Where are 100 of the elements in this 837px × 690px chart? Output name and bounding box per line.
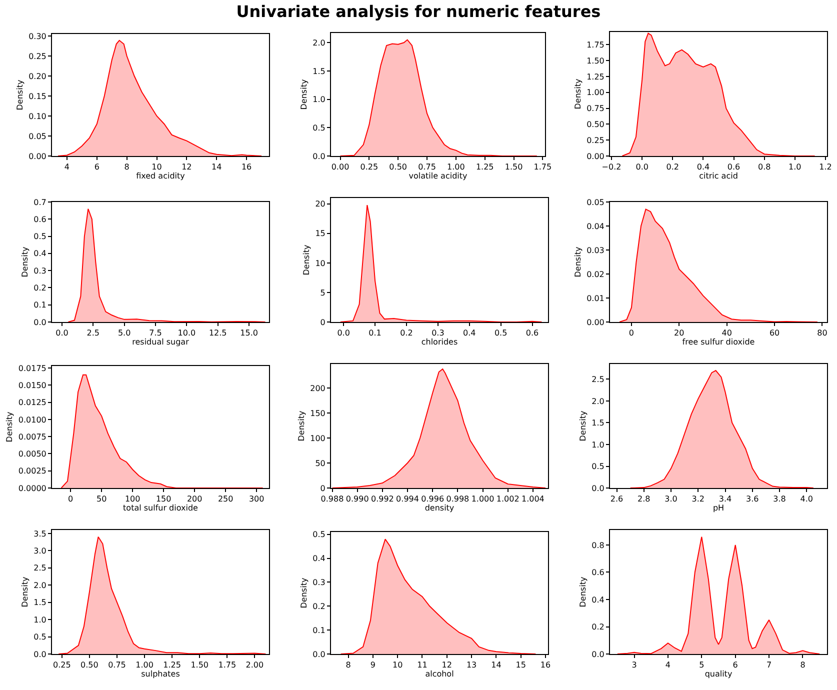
y-tick-label: 0.20: [28, 72, 46, 81]
x-tick-label: 6: [94, 162, 100, 172]
x-tick-label: 50: [96, 494, 107, 504]
x-tick-label: 0.50: [389, 162, 407, 172]
y-tick-label: 2.5: [592, 375, 604, 384]
x-tick-label: 0.3: [432, 328, 444, 338]
x-tick-label: 0.996: [421, 494, 444, 504]
x-tick-label: 5: [699, 660, 704, 670]
y-tick-label: 0.0: [312, 650, 326, 659]
y-tick-label: 0.05: [586, 198, 604, 207]
x-tick-label: 40: [722, 328, 732, 338]
y-tick-label: 0.5: [34, 232, 46, 242]
x-tick-label: 0.25: [53, 660, 71, 670]
x-axis-title: citric acid: [699, 172, 738, 181]
x-tick-label: 0.0: [636, 162, 648, 172]
y-tick-label: 0.00: [586, 152, 604, 161]
y-tick-label: 0.30: [28, 32, 46, 41]
y-tick-label: 0.1: [312, 626, 326, 635]
x-tick-label: 9: [370, 660, 376, 670]
x-tick-label: 2.8: [638, 494, 650, 504]
y-tick-label: 0.02: [586, 270, 604, 279]
x-tick-label: 10: [392, 660, 403, 670]
x-tick-label: 16: [540, 660, 551, 670]
y-tick-label: 0.2: [592, 622, 604, 632]
y-tick-label: 0: [320, 318, 326, 327]
y-tick-label: 0.00: [28, 152, 46, 161]
y-tick-label: 1.5: [34, 598, 46, 608]
y-tick-label: 1.75: [586, 40, 604, 50]
x-tick-label: 14: [212, 162, 222, 172]
x-tick-label: 3.0: [664, 494, 678, 504]
x-tick-label: 10: [152, 162, 162, 172]
x-tick-label: 0.2: [666, 162, 680, 172]
x-tick-label: 250: [218, 494, 234, 504]
y-tick-label: 0.01: [586, 294, 604, 303]
x-tick-label: 0.994: [396, 494, 419, 504]
y-tick-label: 0.3: [34, 266, 46, 276]
y-tick-label: 10: [315, 258, 326, 268]
y-tick-label: 0.2: [34, 284, 46, 293]
x-tick-label: 1.002: [496, 494, 520, 504]
y-axis-title: Density: [5, 412, 14, 442]
x-tick-label: 13: [466, 660, 477, 670]
y-axis-title: Density: [15, 80, 24, 110]
y-tick-label: 100: [310, 434, 326, 443]
y-tick-label: 1.50: [586, 56, 604, 66]
x-axis-title: free sulfur dioxide: [682, 338, 755, 347]
x-tick-label: 0: [628, 328, 634, 338]
y-axis-title: Density: [578, 576, 588, 608]
y-tick-label: 0.75: [586, 104, 604, 114]
y-tick-label: 3.5: [34, 529, 46, 538]
x-tick-label: 0.0: [56, 328, 68, 338]
x-tick-label: 0.50: [80, 660, 98, 670]
x-tick-label: 0.990: [346, 494, 369, 504]
x-tick-label: 15.0: [240, 328, 258, 338]
x-tick-label: 12: [182, 162, 192, 172]
y-tick-label: 0.00: [586, 318, 604, 327]
y-tick-label: 0.0: [312, 152, 326, 161]
x-axis-title: pH: [712, 504, 724, 513]
x-tick-label: 1.2: [819, 162, 832, 172]
y-axis-title: Density: [299, 79, 308, 110]
x-tick-label: 14: [491, 660, 502, 670]
x-tick-label: 3.4: [718, 494, 732, 504]
y-tick-label: 1.5: [592, 418, 604, 428]
x-tick-label: 150: [156, 494, 172, 504]
x-tick-label: 1.00: [136, 660, 154, 670]
x-tick-label: 0.1: [368, 328, 382, 338]
x-tick-label: 0.4: [696, 162, 710, 172]
x-tick-label: 1.50: [504, 162, 523, 172]
y-tick-label: 0.4: [312, 554, 326, 564]
x-tick-label: 7: [766, 660, 772, 670]
y-tick-label: 2.0: [312, 38, 326, 48]
y-tick-label: 1.0: [34, 615, 46, 624]
y-tick-label: 0.0150: [18, 380, 46, 390]
y-tick-label: 0.0100: [18, 415, 46, 424]
x-tick-label: 0: [68, 494, 74, 504]
x-tick-label: 6: [732, 660, 738, 670]
y-axis-title: Density: [20, 576, 30, 608]
x-tick-label: 60: [769, 328, 780, 338]
y-tick-label: 0.2: [312, 602, 326, 611]
x-tick-label: 20: [674, 328, 684, 338]
y-tick-label: 0.4: [34, 249, 46, 258]
x-axis-title: chlorides: [421, 338, 458, 347]
y-tick-label: 200: [310, 384, 326, 393]
x-tick-label: 8: [124, 162, 130, 172]
y-tick-label: 0.04: [586, 222, 604, 231]
y-tick-label: 0.50: [586, 120, 604, 130]
y-tick-label: 20: [315, 200, 326, 209]
x-axis-title: alcohol: [425, 670, 454, 679]
x-tick-label: 2.6: [610, 494, 624, 504]
y-tick-label: 0.8: [592, 540, 604, 550]
x-tick-label: 0.75: [108, 660, 126, 670]
x-tick-label: 4: [665, 660, 671, 670]
x-tick-label: 0.6: [727, 162, 740, 172]
x-tick-label: 1.000: [471, 494, 494, 504]
x-tick-label: 0.998: [446, 494, 470, 504]
y-tick-label: 150: [310, 408, 326, 418]
y-tick-label: 0.0050: [18, 450, 46, 459]
x-axis-title: fixed acidity: [136, 172, 186, 181]
x-tick-label: 1.75: [534, 162, 552, 172]
x-tick-label: 16: [241, 162, 252, 172]
y-tick-label: 0.5: [312, 530, 326, 540]
